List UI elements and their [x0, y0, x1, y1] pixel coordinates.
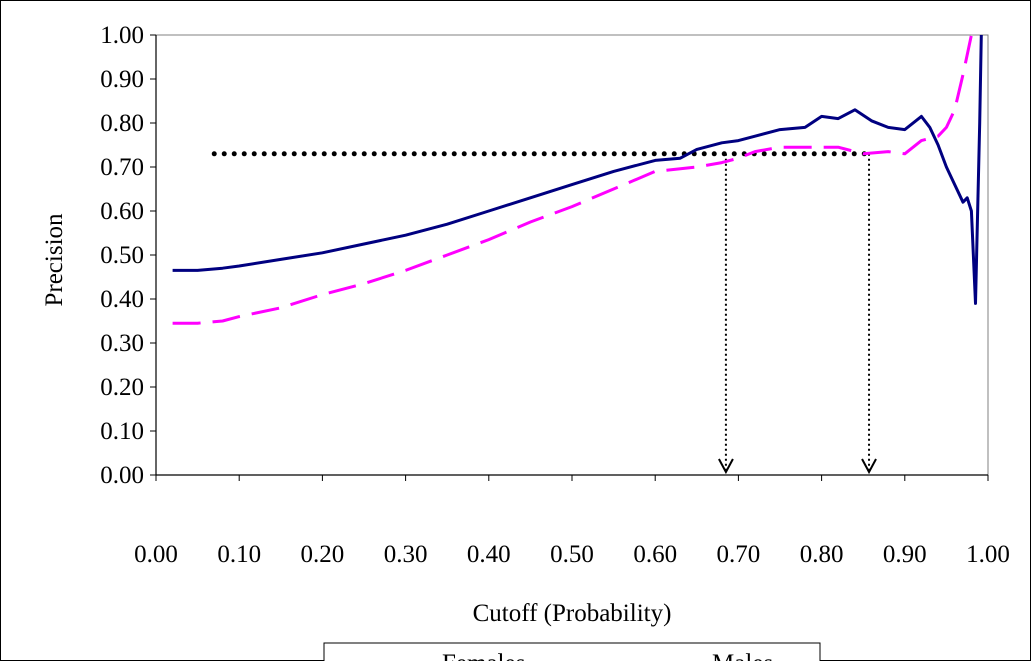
legend-box	[323, 642, 821, 661]
x-tick-label: 0.50	[550, 541, 594, 568]
x-tick-label: 0.80	[800, 541, 844, 568]
y-axis-ticks: 0.00 0.10 0.20 0.30 0.40 0.50 0.60 0.70 0.80 0.90…	[100, 22, 156, 489]
y-tick-label: 0.80	[100, 110, 144, 137]
series-lines	[172, 33, 983, 325]
series-line-females	[172, 33, 980, 325]
x-tick-label: 0.10	[217, 541, 261, 568]
y-tick-label: 0.50	[100, 242, 144, 269]
y-tick-label: 0.90	[100, 66, 144, 93]
series-line-males	[172, 34, 983, 305]
x-tick-label: 0.30	[384, 541, 428, 568]
y-tick-label: 0.20	[100, 374, 144, 401]
y-tick-label: 0.30	[100, 330, 144, 357]
x-axis-title: Cutoff (Probability)	[473, 600, 672, 627]
y-tick-label: 0.00	[100, 462, 144, 489]
y-tick-label: 0.60	[100, 198, 144, 225]
reference-lines	[211, 151, 877, 475]
y-tick-label: 0.70	[100, 154, 144, 181]
x-axis-ticks: 0.00 0.10 0.20 0.30 0.40 0.50 0.60 0.70 0.80 0.90…	[134, 475, 1010, 568]
legend-label-males: Males	[712, 650, 773, 661]
y-tick-label: 1.00	[100, 22, 144, 49]
legend-label-females: Females	[442, 650, 525, 661]
x-tick-label: 1.00	[966, 541, 1010, 568]
plot-area-border	[155, 34, 989, 476]
x-tick-label: 0.00	[134, 541, 178, 568]
y-axis-title: Precision	[41, 213, 68, 307]
cutoff-arrow-head	[861, 458, 877, 475]
x-tick-label: 0.60	[633, 541, 677, 568]
y-tick-label: 0.10	[100, 418, 144, 445]
x-tick-label: 0.90	[883, 541, 927, 568]
cutoff-arrow-head	[718, 458, 734, 475]
plot-area	[155, 34, 989, 476]
legend: Females Males	[323, 642, 821, 661]
x-tick-label: 0.20	[301, 541, 345, 568]
x-tick-label: 0.70	[717, 541, 761, 568]
x-tick-label: 0.40	[467, 541, 511, 568]
y-tick-label: 0.40	[100, 286, 144, 313]
